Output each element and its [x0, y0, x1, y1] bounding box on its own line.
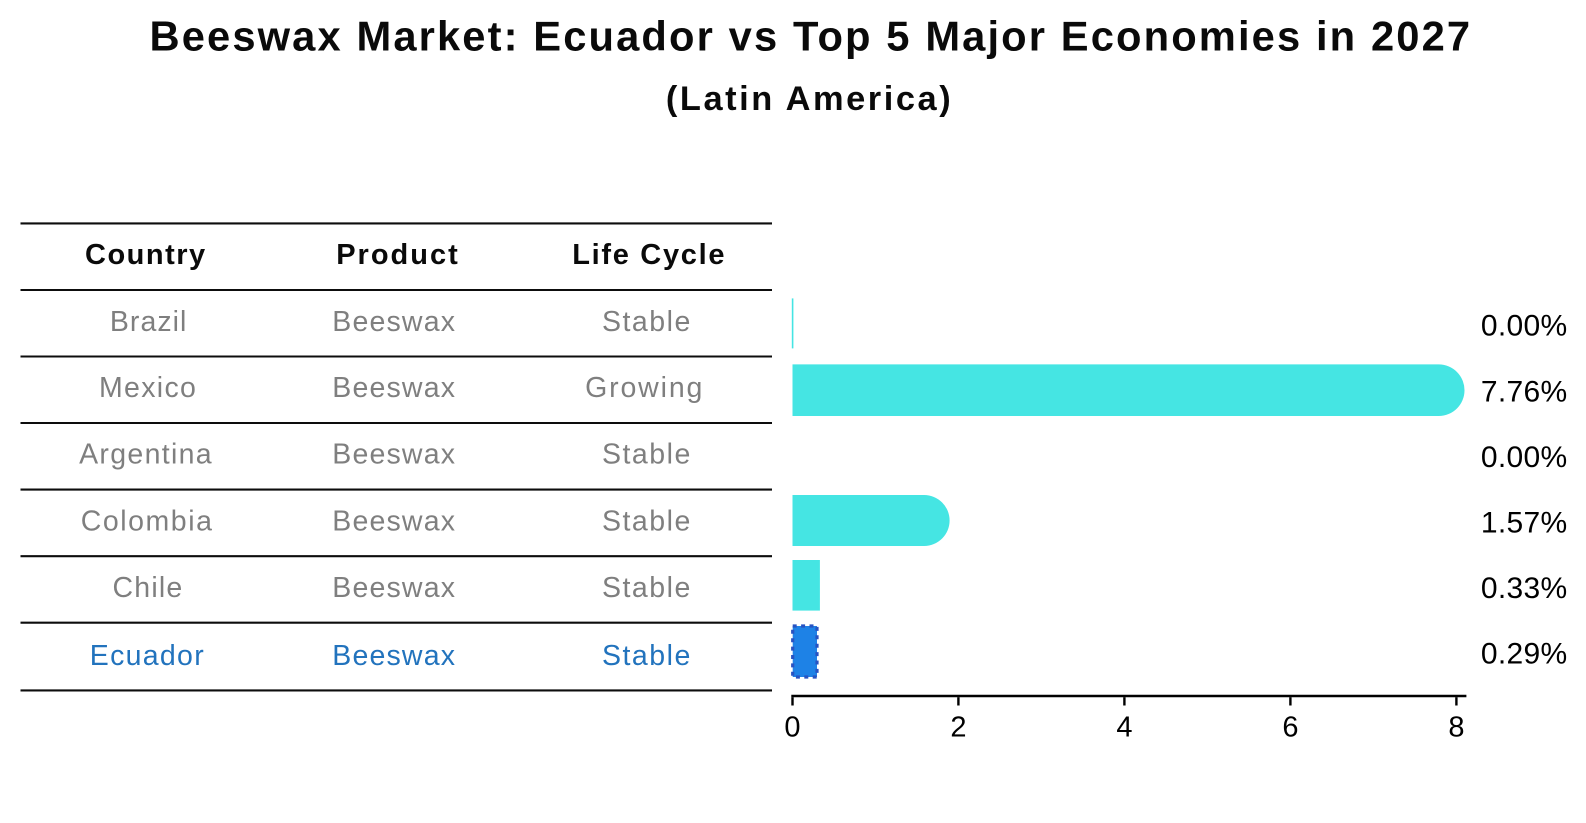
svg-text:0.00%: 0.00% [1481, 310, 1568, 343]
svg-text:Beeswax: Beeswax [332, 572, 456, 604]
svg-text:Stable: Stable [602, 572, 692, 604]
svg-text:0.29%: 0.29% [1481, 638, 1568, 671]
svg-text:0: 0 [784, 712, 800, 744]
svg-text:Stable: Stable [602, 306, 692, 338]
svg-text:Life Cycle: Life Cycle [572, 239, 726, 271]
svg-text:Colombia: Colombia [81, 505, 214, 537]
svg-text:4: 4 [1116, 712, 1132, 744]
svg-text:2: 2 [950, 712, 966, 744]
svg-text:Ecuador: Ecuador [90, 640, 205, 672]
svg-text:0.00%: 0.00% [1481, 441, 1568, 474]
svg-text:Country: Country [85, 239, 207, 271]
svg-text:Stable: Stable [602, 505, 692, 537]
svg-text:Beeswax: Beeswax [332, 439, 456, 471]
svg-text:Beeswax: Beeswax [332, 640, 456, 672]
svg-text:Beeswax Market: Ecuador vs Top: Beeswax Market: Ecuador vs Top 5 Major E… [150, 12, 1473, 59]
svg-text:0.33%: 0.33% [1481, 572, 1568, 605]
svg-text:Beeswax: Beeswax [332, 505, 456, 537]
svg-text:(Latin America): (Latin America) [666, 80, 953, 118]
svg-text:Beeswax: Beeswax [332, 372, 456, 404]
svg-text:Stable: Stable [602, 640, 692, 672]
svg-text:Chile: Chile [113, 572, 184, 604]
svg-text:Growing: Growing [585, 372, 704, 404]
svg-text:Mexico: Mexico [99, 372, 197, 404]
svg-text:6: 6 [1282, 712, 1298, 744]
svg-text:8: 8 [1448, 712, 1464, 744]
svg-text:Beeswax: Beeswax [332, 306, 456, 338]
svg-text:Product: Product [336, 239, 460, 271]
svg-text:1.57%: 1.57% [1481, 507, 1568, 540]
svg-text:Argentina: Argentina [79, 439, 213, 471]
svg-text:Stable: Stable [602, 439, 692, 471]
svg-text:Brazil: Brazil [110, 306, 187, 338]
svg-text:7.76%: 7.76% [1481, 375, 1568, 408]
